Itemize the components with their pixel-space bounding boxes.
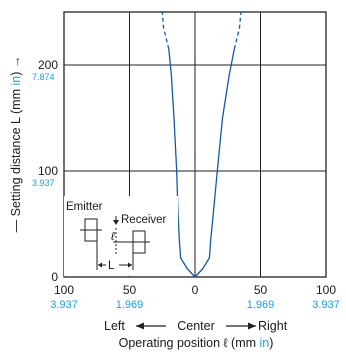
direction-left: Left (104, 319, 125, 333)
x-axis-label-main: Operating position ℓ (mm (119, 336, 260, 350)
y-tick-inch-label: 7.874 (32, 72, 55, 82)
inset-L-symbol: L (108, 260, 115, 272)
y-axis-label: — Setting distance L (mm in) → (9, 56, 23, 233)
y-tick-label: 100 (38, 164, 58, 178)
x-tick-labels: 100 3.937 50 1.969 0 50 1.969 100 3.937 (50, 283, 340, 311)
inset-L-arrowhead-right (128, 262, 132, 268)
inset-l-symbol: ℓ (110, 231, 115, 243)
direction-center: Center (177, 319, 215, 333)
inset-receiver-label: Receiver (121, 214, 167, 226)
series-1-dashed-line (161, 11, 170, 50)
x-axis-label-end: ) (269, 336, 273, 350)
inset-background (64, 196, 178, 276)
inset-diagram: Emitter Receiver ℓ L (64, 196, 178, 276)
x-tick-inch-label: 1.969 (116, 299, 144, 311)
left-arrowhead (136, 322, 144, 330)
x-tick-inch-label: 1.969 (247, 299, 275, 311)
x-tick-label: 50 (254, 283, 268, 297)
inset-emitter-label: Emitter (66, 201, 103, 213)
x-tick-label: 100 (54, 283, 74, 297)
direction-right: Right (258, 319, 288, 333)
y-tick-label: 0 (51, 270, 58, 284)
inset-receiver-arrowhead (113, 220, 119, 225)
y-axis-label-unit: in (9, 76, 23, 86)
x-tick-inch-label: 3.937 (312, 299, 340, 311)
x-axis-label-unit: in (260, 336, 270, 350)
y-tick-label: 200 (38, 58, 58, 72)
x-tick-inch-label: 3.937 (50, 299, 78, 311)
series-2-dashed-line (233, 11, 242, 50)
inset-L-arrowhead-left (98, 262, 102, 268)
x-tick-label: 50 (123, 283, 137, 297)
x-tick-label: 100 (316, 283, 336, 297)
y-axis-label-main: — Setting distance L (mm (9, 86, 23, 233)
x-tick-label: 0 (192, 283, 199, 297)
series-2-solid-line (194, 48, 235, 278)
x-axis-label: Operating position ℓ (mm in) (119, 336, 274, 350)
y-axis-label-end: ) → (9, 56, 23, 76)
right-arrowhead (248, 322, 256, 330)
y-tick-inch-label: 3.937 (32, 178, 55, 188)
direction-labels: Left Center Right (104, 319, 288, 333)
